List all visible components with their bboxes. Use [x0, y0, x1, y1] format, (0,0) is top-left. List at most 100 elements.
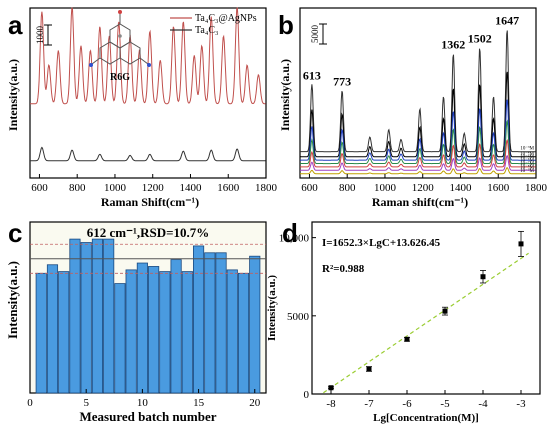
panel-b-concentration-label-2: 10⁻⁵M: [520, 154, 534, 160]
panel-b-x-tick-label-6: 1800: [525, 182, 548, 194]
panel-b-x-tick-label-3: 1200: [412, 182, 435, 194]
panel-d-fit-line: [323, 252, 529, 394]
panel-a-x-axis-title: Raman Shift(cm⁻¹): [101, 195, 199, 209]
panel-b-concentration-label-3: 10⁻⁶M: [520, 158, 534, 164]
panel-d-point-1: [366, 366, 372, 372]
panel-d-point-2: [404, 336, 410, 342]
panel-a-x-tick-label-5: 1600: [217, 182, 240, 194]
legend-label-ta: Ta₄C₃: [195, 25, 219, 36]
panel-d-frame: [311, 221, 541, 395]
panel-d-x-tick-label-4: -4: [478, 398, 488, 410]
panel-b-series-line-1: [300, 71, 536, 158]
panel-b-peak-label-2: 1362: [441, 38, 465, 52]
panel-d-point-4: [480, 274, 486, 280]
panel-c-x-tick-label-3: 15: [193, 397, 205, 409]
panel-b-scale-bar-label: 5000: [310, 25, 320, 44]
panel-d-point-5: [518, 241, 524, 247]
panel-c-x-axis-title: Measured batch number: [80, 409, 217, 424]
molecule-bond-left: [91, 57, 101, 65]
panel-a-x-tick-label-2: 1000: [104, 182, 127, 194]
panel-d-x-tick-label-5: -3: [516, 398, 526, 410]
panel-c-x-tick-label-4: 20: [249, 397, 261, 409]
panel-c-bar-13: [170, 259, 182, 394]
panel-b-concentration-label-4: 10⁻⁷M: [520, 161, 534, 167]
panel-c-title: 612 cm⁻¹,RSD=10.7%: [87, 225, 210, 240]
panel-a-x-tick-label-0: 600: [31, 182, 48, 194]
panel-c-bar-7: [103, 238, 115, 394]
molecule-atom-n-left: [89, 63, 93, 67]
panel-d-point-0: [328, 385, 334, 391]
panel-b-peak-label-4: 1647: [495, 13, 519, 27]
panel-b-concentration-label-1: 10⁻⁴M: [520, 151, 534, 157]
panel-d-x-tick-label-1: -7: [364, 398, 374, 410]
panel-c-bar-3: [58, 271, 70, 394]
panel-b-series-line-0: [299, 30, 536, 153]
panel-b-x-tick-label-5: 1600: [487, 182, 510, 194]
panel-d-equation: I=1652.3×LgC+13.626.45: [322, 237, 441, 249]
panel-d: d -8 -7 -6 -5 -4 -3 0 5000 10,000 I=1652.3×LgC+…: [266, 218, 541, 424]
panel-b-concentration-label-0: 10⁻³M: [520, 146, 534, 152]
panel-d-y-tick-label-0: 0: [304, 389, 310, 401]
legend-label-ag: Ta₄C₃@AgNPs: [195, 13, 257, 24]
panel-c-bar-10: [136, 262, 148, 394]
panel-d-y-tick-label-1: 5000: [287, 311, 310, 323]
panel-c-bar-5: [80, 242, 92, 394]
panel-a-letter: a: [8, 10, 23, 40]
panel-d-x-axis-title: Lg[Concentration(M)]: [373, 412, 479, 424]
panel-d-x-tick-label-3: -5: [440, 398, 450, 410]
r6g-molecule-structure: [89, 10, 151, 67]
panel-b-frame: [299, 7, 537, 179]
panel-a-scale-bar-label: 1000: [35, 26, 45, 45]
panel-b-series-line-6: [300, 167, 536, 175]
molecule-bond-right: [139, 57, 149, 65]
panel-c-bar-18: [226, 269, 238, 394]
molecule-atom-o: [118, 10, 122, 14]
panel-c-bar-19: [237, 272, 250, 394]
panel-c-letter: c: [8, 218, 22, 248]
panel-d-y-ticks: 0 5000 10,000: [279, 233, 316, 401]
panel-a: a 600 800 1000 1200 1400 1600 1800 Raman Shift…: [6, 7, 278, 209]
panel-b-y-axis-title: Intensity(a.u.): [278, 59, 292, 131]
panel-b-series-line-5: [300, 155, 536, 171]
panel-a-series-1-line: [30, 7, 266, 105]
panel-a-x-tick-label-6: 1800: [255, 182, 278, 194]
panel-b-concentration-label-5: 10⁻⁸M: [520, 164, 534, 170]
panel-d-letter: d: [282, 218, 298, 248]
panel-d-plot: [323, 230, 529, 394]
panel-b-x-ticks: 600 800 1000 1200 1400 1600 1800: [301, 174, 548, 194]
panel-c-bar-8: [114, 283, 126, 394]
panel-c-bar-14: [181, 271, 193, 394]
panel-c-bar-12: [159, 271, 171, 394]
panel-a-molecule-label: R6G: [110, 72, 130, 83]
panel-a-plot: [30, 7, 266, 162]
panel-d-x-tick-label-2: -6: [402, 398, 412, 410]
panel-c-x-tick-label-0: 0: [27, 397, 33, 409]
panel-b-peak-label-3: 1502: [468, 32, 492, 46]
panel-c-x-tick-label-2: 10: [137, 397, 149, 409]
panel-c-bar-9: [125, 269, 137, 394]
panel-c-bar-11: [148, 266, 160, 394]
panel-c-bar-2: [46, 264, 59, 394]
panel-b-series-line-2: [300, 99, 536, 161]
panel-a-x-ticks: 600 800 1000 1200 1400 1600 1800: [31, 174, 278, 194]
molecule-atom-n-right: [147, 63, 151, 67]
panel-c-plot: [30, 238, 266, 394]
panel-a-frame: [29, 7, 267, 179]
panel-b-peak-label-0: 613: [303, 68, 321, 82]
panel-d-point-3: [442, 308, 448, 314]
panel-b-series-line-3: [300, 119, 536, 165]
panel-a-x-tick-label-1: 800: [69, 182, 86, 194]
panel-d-r-squared: R²=0.988: [322, 263, 365, 275]
panel-d-y-axis-title: Intensity(a.u.): [266, 275, 278, 341]
panel-c-bar-20: [249, 255, 261, 394]
panel-d-x-tick-label-0: -8: [326, 398, 336, 410]
panel-c-x-tick-label-1: 5: [83, 397, 89, 409]
panel-b-peak-label-1: 773: [333, 74, 351, 88]
panel-b-plot: [299, 30, 536, 175]
panel-a-y-axis-title: Intensity(a.u.): [6, 59, 20, 131]
panel-c-bar-1: [35, 272, 47, 394]
panel-b-x-tick-label-4: 1400: [449, 182, 472, 194]
